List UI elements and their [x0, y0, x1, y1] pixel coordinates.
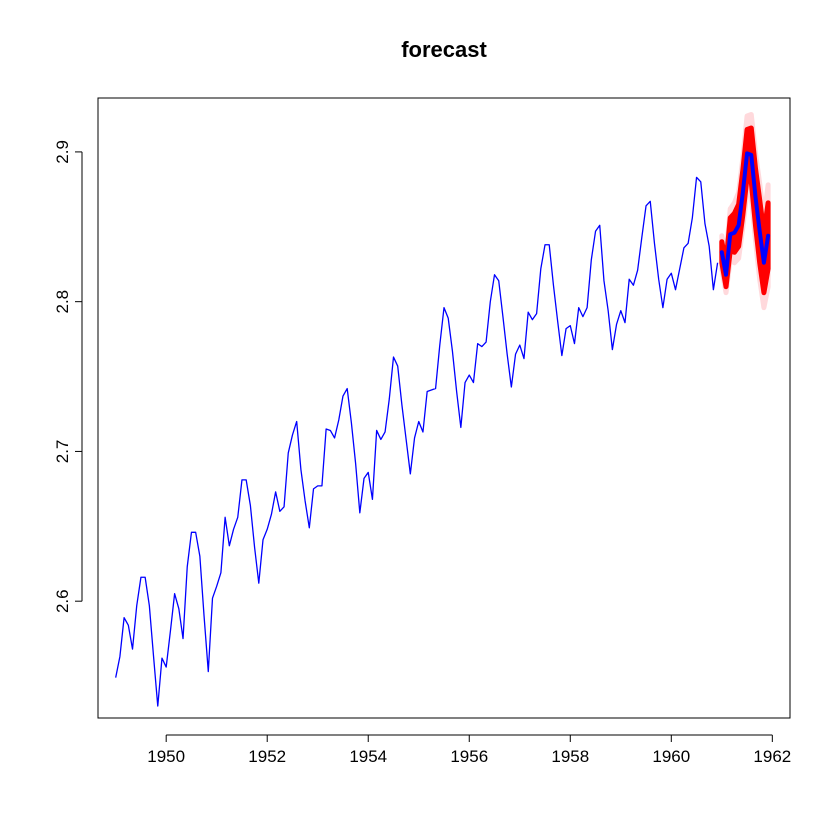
y-tick-label: 2.8 — [53, 290, 72, 314]
x-tick-label: 1958 — [551, 747, 589, 766]
history-line — [115, 176, 719, 707]
x-tick-label: 1960 — [652, 747, 690, 766]
y-tick-label: 2.6 — [53, 589, 72, 613]
y-axis: 2.6 2.7 2.8 2.9 — [53, 140, 83, 613]
prediction-intervals — [719, 111, 771, 311]
x-tick-label: 1962 — [753, 747, 791, 766]
interval-80-band — [719, 125, 771, 296]
chart-title: forecast — [401, 37, 487, 62]
x-tick-label: 1952 — [248, 747, 286, 766]
forecast-line — [719, 151, 771, 277]
x-axis: 1950 1952 1954 1956 1958 1960 1962 — [147, 734, 791, 766]
plot-frame — [97, 97, 791, 719]
y-tick-label: 2.9 — [53, 140, 72, 164]
x-tick-label: 1954 — [349, 747, 387, 766]
y-tick-label: 2.7 — [53, 440, 72, 464]
x-tick-label: 1956 — [450, 747, 488, 766]
x-tick-label: 1950 — [147, 747, 185, 766]
series-group — [115, 151, 771, 707]
